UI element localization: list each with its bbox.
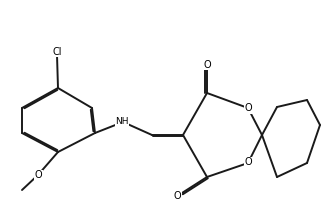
Text: O: O — [35, 170, 42, 181]
Text: O: O — [204, 59, 211, 69]
Text: O: O — [245, 103, 252, 114]
Text: O: O — [174, 191, 181, 201]
Text: NH: NH — [115, 117, 129, 126]
Text: O: O — [245, 158, 252, 168]
Text: Cl: Cl — [53, 46, 62, 57]
